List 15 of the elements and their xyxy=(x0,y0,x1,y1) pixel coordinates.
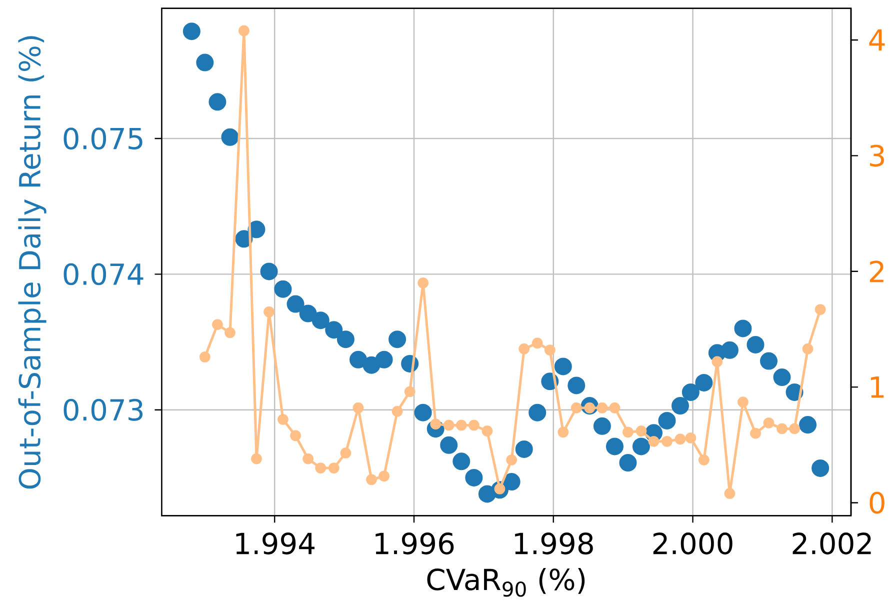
y-tick-label: 0.073 xyxy=(64,398,143,421)
y2-tick-label: 0 xyxy=(870,492,884,514)
x-tick-label: 2.000 xyxy=(653,532,732,554)
y-axis-title: Out-of-Sample Daily Return (%) xyxy=(18,36,46,489)
x-tick-label: 1.994 xyxy=(236,532,314,554)
x-tick-label: 1.996 xyxy=(376,532,454,554)
x-tick-label: 2.002 xyxy=(792,532,871,554)
x-tick-label: 1.998 xyxy=(515,532,593,554)
y-tick-label: 0.075 xyxy=(64,128,142,150)
y2-tick-label: 3 xyxy=(870,144,884,167)
y2-tick-label: 1 xyxy=(871,376,884,398)
y2-tick-label: 2 xyxy=(870,260,884,282)
y2-tick-label: 4 xyxy=(869,29,885,51)
y-tick-label: 0.074 xyxy=(64,263,144,286)
x-axis-title: CVaR$_{90}$ (%) xyxy=(427,568,585,597)
